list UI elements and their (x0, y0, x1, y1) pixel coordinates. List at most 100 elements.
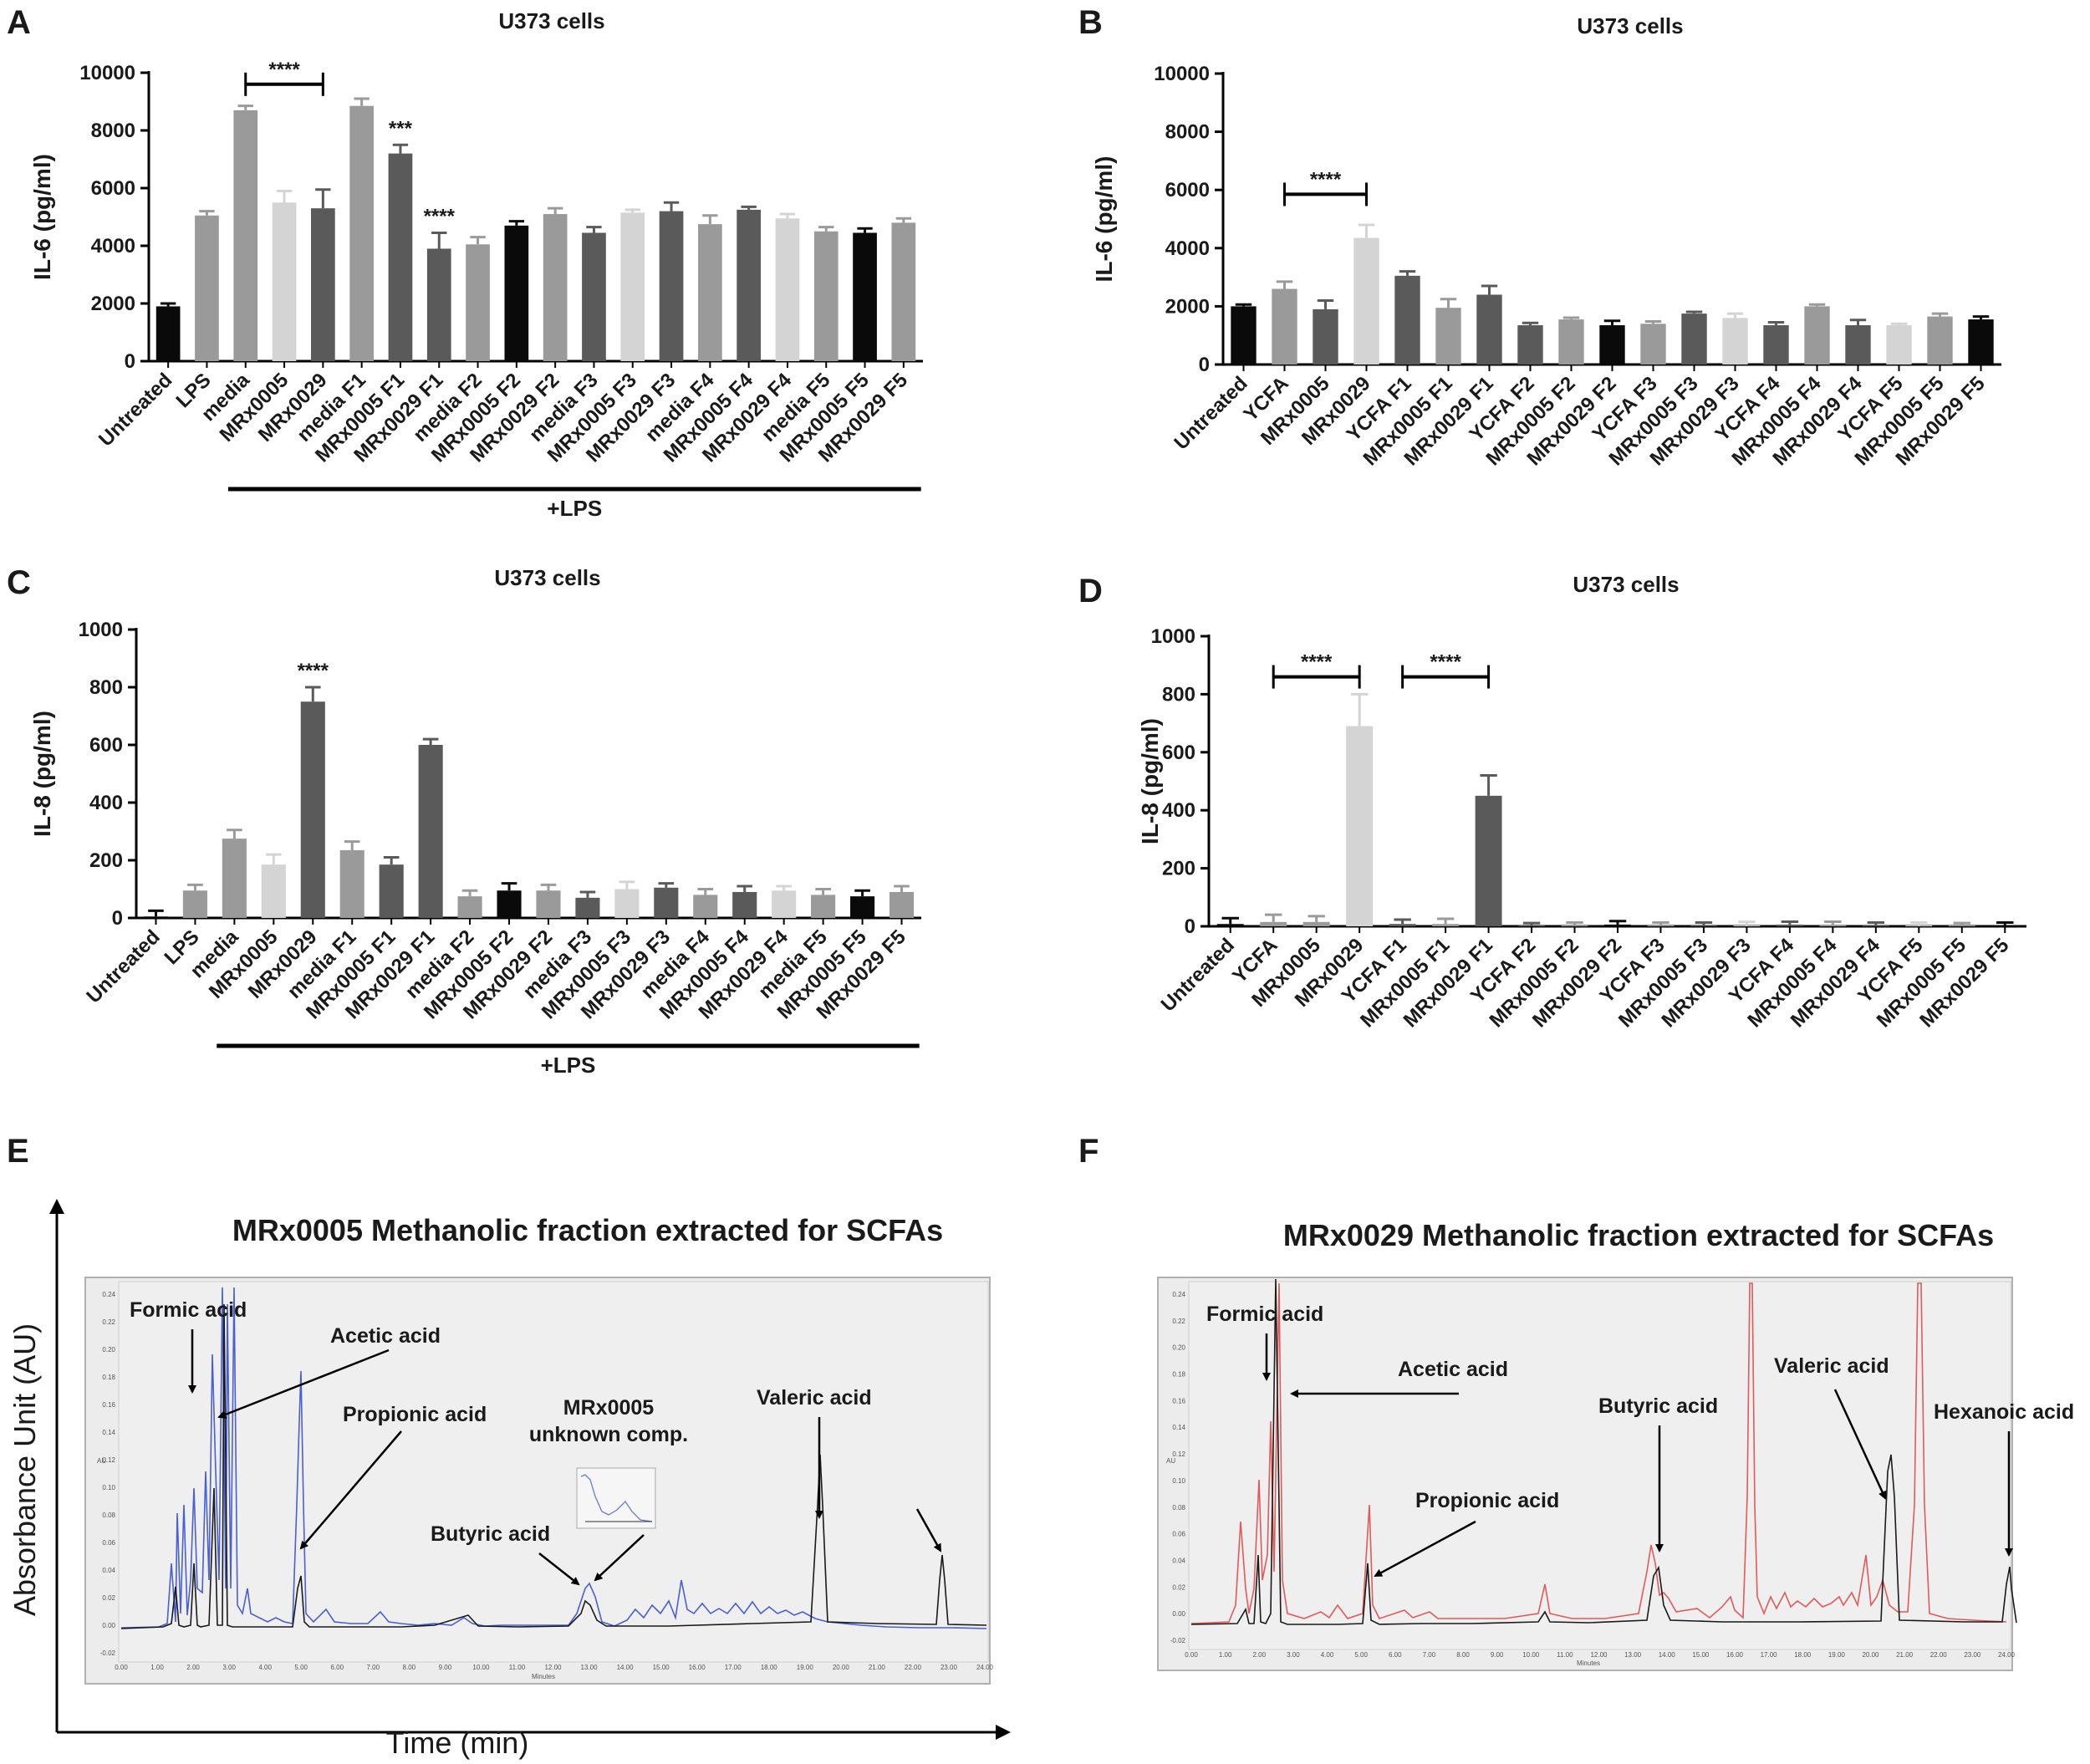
label-valeric-acid-e: Valeric acid (757, 1386, 872, 1410)
chart-b-bar-5 (1435, 308, 1461, 365)
chart-d-bar-16 (1905, 925, 1933, 926)
chrom-e-x-tick-label: 8.00 (403, 1664, 416, 1671)
chrom-e-x-tick-label: 2.00 (186, 1664, 200, 1671)
chart-d-bar-17 (1948, 925, 1975, 926)
chart-c-bar-5 (339, 849, 364, 918)
chart-c-y-axis-label: IL-8 (pg/ml) (29, 711, 55, 837)
chart-b-bar-1 (1272, 288, 1297, 365)
chart-a-bar-18 (853, 232, 877, 361)
arrow-hexanoic-e (915, 1508, 942, 1552)
chrom-f-y-tick-label: 0.04 (1172, 1557, 1185, 1564)
chrom-f-x-tick-label: 1.00 (1219, 1651, 1232, 1659)
chrom-e-y-tick-label: 0.12 (102, 1456, 115, 1464)
chrom-e-x-tick-label: 17.00 (725, 1664, 742, 1671)
chrom-f-y-tick-label: 0.12 (1172, 1450, 1185, 1458)
chrom-e-x-tick-label: 6.00 (330, 1664, 344, 1671)
chart-c-bar-12 (614, 889, 640, 918)
chromatogram-e-inset (576, 1467, 656, 1529)
chart-d: U373 cells IL-8 (pg/ml) 0 200 400 600 800 1000 U… (1137, 572, 2026, 1032)
chromatogram-e-x-axis-title: Time (min) (386, 1726, 529, 1760)
chart-d-y-tick-label: 800 (1162, 683, 1195, 706)
chart-b-category-label: Untreated (1170, 372, 1251, 454)
chrom-f-x-tick-label: 20.00 (1862, 1651, 1879, 1659)
chart-a-title: U373 cells (498, 8, 604, 33)
chrom-e-y-tick-label: 0.10 (102, 1484, 115, 1491)
chart-c-bar-10 (536, 890, 561, 918)
chart-a-category-label: Untreated (94, 369, 176, 451)
label-propionic-acid-f: Propionic acid (1415, 1489, 1559, 1512)
chart-b-bar-10 (1640, 324, 1666, 365)
chrom-e-y-tick-label: 0.00 (102, 1622, 115, 1629)
chart-a-y-tick-label: 4000 (91, 235, 135, 257)
chart-a-bar-15 (737, 209, 762, 361)
chrom-f-x-tick-label: 24.00 (1998, 1651, 2016, 1659)
chrom-e-x-tick-label: 10.00 (472, 1664, 490, 1671)
chrom-f-x-tick-label: 13.00 (1624, 1651, 1642, 1659)
chromatogram-f-trace-black (1190, 1278, 2017, 1625)
chrom-f-y-tick-label: 0.02 (1172, 1583, 1185, 1591)
chart-d-bar-15 (1862, 925, 1889, 926)
chrom-f-y-tick-label: 0.14 (1172, 1424, 1185, 1431)
chrom-e-x-tick-label: 16.00 (689, 1664, 706, 1671)
chart-d-y-axis-label: IL-8 (pg/ml) (1137, 718, 1163, 844)
chart-c-bar-11 (575, 897, 600, 918)
chart-a-bar-0 (155, 306, 181, 361)
chart-b-y-tick-label: 4000 (1165, 237, 1210, 260)
label-mrx0005-e: MRx0005 (563, 1396, 654, 1420)
chrom-f-x-tick-label: 12.00 (1590, 1651, 1608, 1659)
label-propionic-acid-e: Propionic acid (343, 1403, 487, 1426)
chart-a-bar-9 (504, 225, 529, 361)
chrom-e-y-tick-label: 0.22 (102, 1318, 115, 1326)
chart-a: U373 cells IL-6 (pg/ml) 0 2000 4000 6000 8000 1… (29, 8, 923, 521)
chromatogram-f-minutes-label: Minutes (1577, 1659, 1600, 1667)
chrom-f-y-tick-label: 0.10 (1172, 1477, 1185, 1485)
chart-b-y-tick-label: 0 (1199, 354, 1210, 376)
chromatogram-f: MRx0029 Methanolic fraction extracted fo… (1157, 1218, 2074, 1671)
chart-a-bar-2 (233, 110, 258, 361)
arrow-butyric-e (538, 1552, 580, 1586)
chrom-f-y-tick-label: 0.24 (1172, 1291, 1185, 1298)
chrom-e-y-tick-label: 0.16 (102, 1401, 115, 1409)
chart-d-bar-1 (1260, 921, 1287, 926)
chrom-f-y-tick-label: 0.06 (1172, 1531, 1185, 1538)
chart-a-bar-14 (697, 224, 722, 361)
chrom-e-x-tick-label: 3.00 (222, 1664, 236, 1671)
chart-a-bar-16 (775, 218, 800, 361)
label-acetic-acid-f: Acetic acid (1398, 1358, 1508, 1381)
chart-a-bar-12 (620, 212, 645, 361)
chart-b-y-tick-label: 8000 (1165, 121, 1210, 144)
chart-c-bar-0 (143, 916, 169, 918)
chrom-f-x-tick-label: 16.00 (1726, 1651, 1744, 1659)
chart-c-bar-1 (182, 890, 207, 918)
chart-c-y-tick-label: 1000 (79, 619, 123, 641)
chromatogram-e-y-axis-title: Absorbance Unit (AU) (8, 1323, 42, 1616)
chart-b-bar-8 (1558, 319, 1584, 365)
chrom-e-x-tick-label: 14.00 (617, 1664, 635, 1671)
chart-a-y-tick-label: 6000 (91, 177, 135, 200)
chrom-f-x-tick-label: 11.00 (1557, 1651, 1573, 1659)
chrom-e-y-tick-label: 0.04 (102, 1567, 115, 1574)
chart-b-bar-18 (1968, 319, 1994, 365)
chart-b-bar-11 (1681, 314, 1707, 365)
chart-a-bar-1 (195, 215, 219, 361)
chart-d-title: U373 cells (1573, 572, 1679, 597)
panel-label-d: D (1078, 573, 1103, 609)
chrom-f-x-tick-label: 9.00 (1491, 1651, 1504, 1659)
chart-d-bar-10 (1647, 925, 1675, 926)
chart-a-bar-4 (310, 208, 335, 361)
chart-d-bar-14 (1819, 924, 1847, 926)
chrom-e-x-tick-label: 18.00 (761, 1664, 778, 1671)
chart-c-category-label: Untreated (82, 925, 164, 1007)
chromatogram-e-au-label: AU (97, 1457, 106, 1465)
chrom-e-y-tick-label: 0.20 (102, 1346, 115, 1354)
chart-d-sig-label-0: **** (1301, 651, 1333, 674)
panel-label-a: A (7, 4, 31, 41)
chart-c-title: U373 cells (494, 565, 600, 590)
chrom-f-x-tick-label: 23.00 (1964, 1651, 1981, 1659)
chrom-e-x-tick-label: 15.00 (653, 1664, 670, 1671)
chrom-f-y-tick-label: 0.00 (1172, 1610, 1185, 1618)
chart-c-y-tick-label: 0 (112, 907, 123, 930)
chrom-e-y-tick-label: 0.24 (102, 1291, 115, 1298)
chart-a-bar-8 (466, 244, 490, 361)
chart-a-bar-13 (659, 211, 684, 361)
